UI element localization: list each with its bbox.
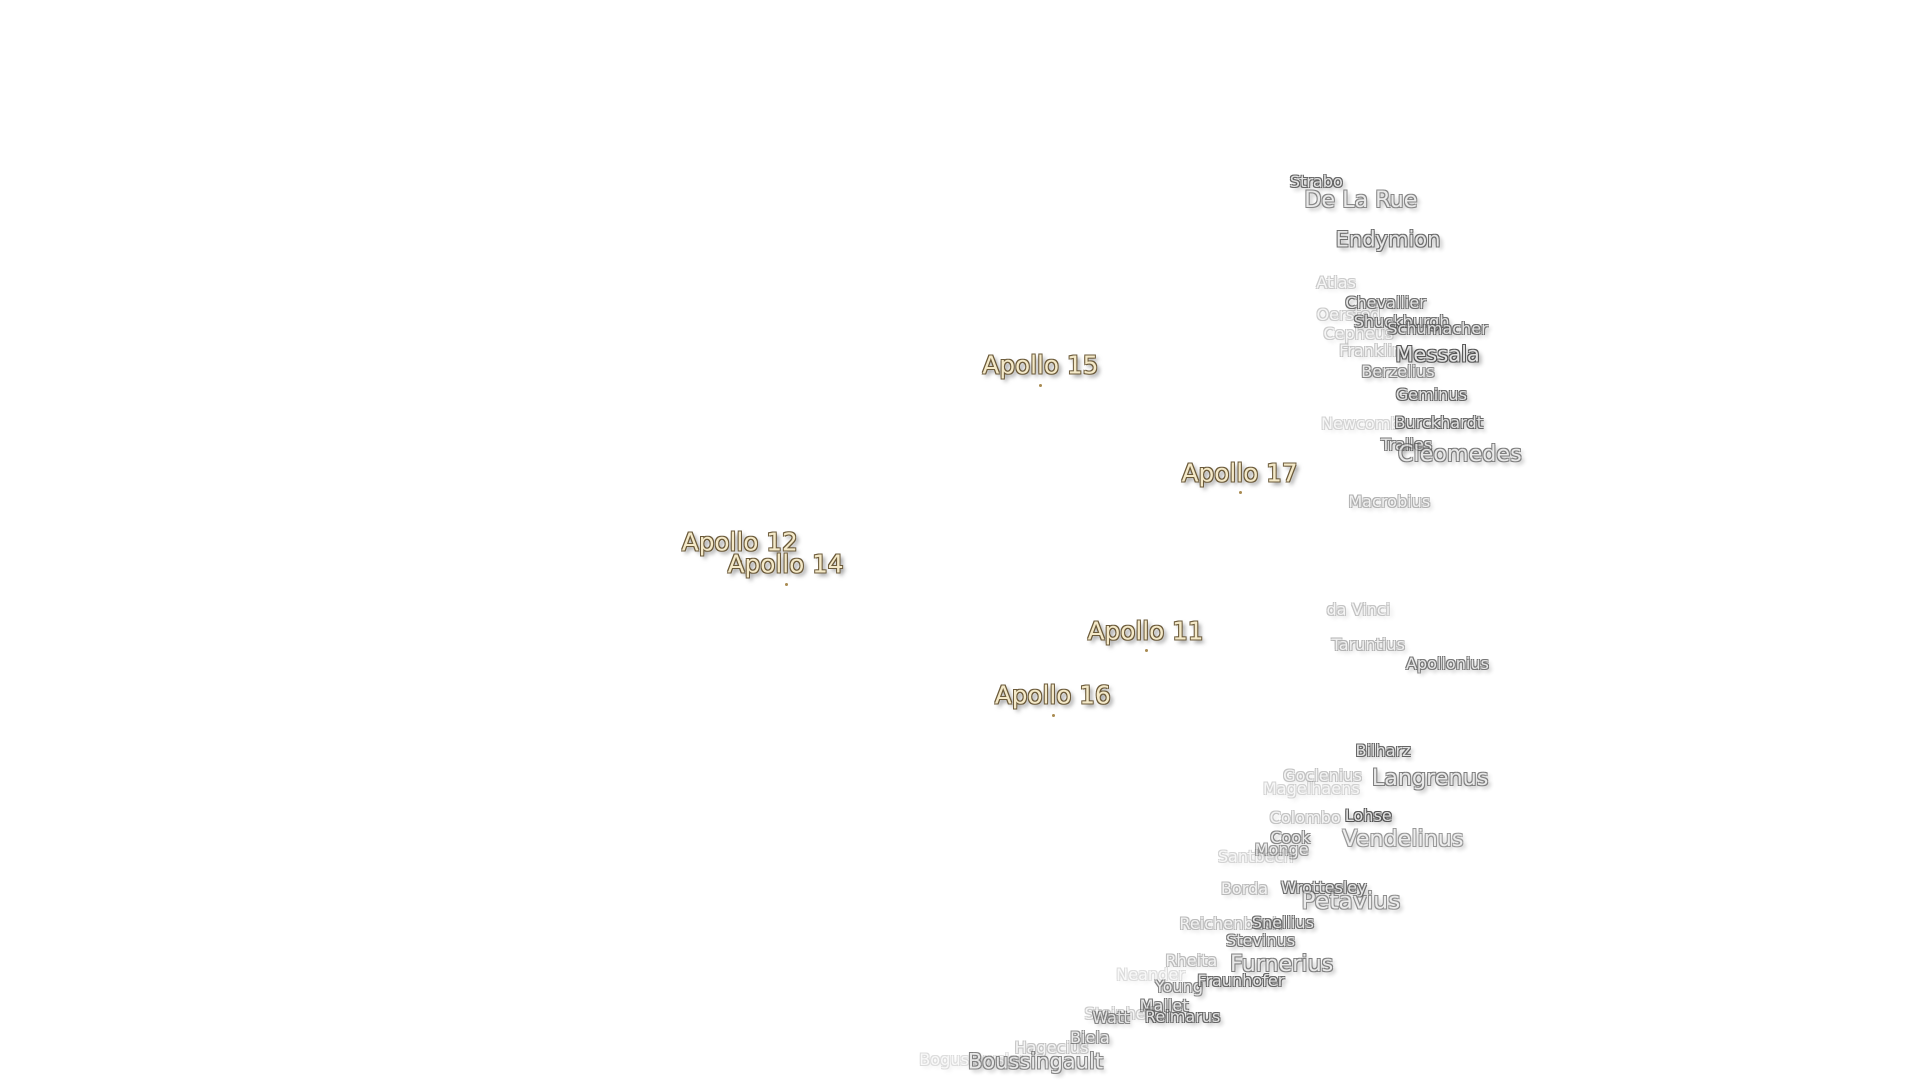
site-marker: [784, 582, 788, 586]
crater-label: Shuckburgh: [1353, 311, 1450, 331]
crater-label: Cook: [1270, 827, 1311, 847]
crater-label: Taruntius: [1331, 634, 1405, 654]
crater-label: Young: [1154, 977, 1204, 997]
crater-label: Rheita: [1165, 951, 1218, 971]
crater-label: Goclenius: [1283, 765, 1362, 785]
crater-label: Wrottesley: [1280, 878, 1367, 898]
site-marker: [1051, 713, 1055, 717]
crater-label: Apollonius: [1405, 654, 1489, 674]
crater-label: Chevallier: [1345, 293, 1426, 313]
crater-label: Boussingault: [967, 1048, 1104, 1074]
apollo-site-label: Apollo 17: [1181, 458, 1298, 488]
crater-label: Berzelius: [1361, 362, 1435, 382]
apollo-site-label: Apollo 15: [982, 350, 1099, 380]
crater-label: Macrobius: [1348, 492, 1431, 512]
crater-label: Snellius: [1251, 912, 1315, 932]
crater-label: Oersted: [1316, 305, 1381, 325]
crater-label: Vendelinus: [1342, 825, 1464, 852]
apollo-site-label: Apollo 11: [1087, 616, 1204, 646]
apollo-site-label: Apollo 14: [727, 549, 844, 579]
crater-label: Hagecius: [1014, 1037, 1089, 1057]
crater-label: Newcomb: [1321, 414, 1401, 434]
crater-label: Boguslawsky: [919, 1050, 1023, 1070]
crater-label: Atlas: [1316, 273, 1356, 293]
crater-label: Burckhardt: [1394, 413, 1484, 433]
crater-label: Geminus: [1395, 384, 1467, 404]
crater-label: Reichenbach: [1179, 914, 1283, 934]
crater-label: Furnerius: [1230, 950, 1334, 977]
crater-label: Mallet: [1139, 995, 1189, 1015]
crater-label: Stevinus: [1226, 931, 1296, 951]
crater-label: Santbech: [1217, 847, 1294, 867]
crater-label: Neander: [1116, 964, 1185, 984]
crater-label: Petavius: [1301, 885, 1401, 914]
crater-label: Schumacher: [1387, 319, 1488, 339]
apollo-site-label: Apollo 16: [994, 681, 1111, 711]
crater-label: Reimarus: [1144, 1006, 1221, 1026]
crater-label: Biela: [1070, 1027, 1110, 1047]
crater-label: Tralles: [1381, 435, 1433, 455]
crater-label: Messala: [1395, 341, 1480, 367]
crater-label: Lohse: [1344, 806, 1392, 826]
crater-label: Borda: [1220, 879, 1269, 899]
crater-label: Steinheil: [1084, 1004, 1155, 1024]
crater-label: Endymion: [1335, 226, 1441, 252]
crater-label: da Vinci: [1326, 599, 1391, 619]
crater-label: Franklin: [1339, 341, 1403, 361]
site-marker: [1144, 649, 1148, 653]
apollo-site-label: Apollo 12: [681, 527, 798, 557]
crater-label: Cleomedes: [1397, 440, 1522, 467]
crater-label: Cepheus: [1323, 323, 1394, 343]
crater-label: Strabo: [1289, 171, 1343, 191]
site-marker: [738, 560, 742, 564]
crater-label: Bilharz: [1355, 740, 1411, 760]
crater-label: Fraunhofer: [1197, 970, 1285, 990]
crater-label: Colombo: [1269, 807, 1341, 827]
site-marker: [1039, 383, 1043, 387]
crater-label: Langrenus: [1371, 765, 1489, 792]
site-marker: [1238, 491, 1242, 495]
crater-label: Watt: [1092, 1008, 1130, 1028]
crater-label: Monge: [1254, 839, 1309, 859]
crater-label: Magelhaens: [1262, 779, 1360, 799]
crater-label: De La Rue: [1304, 187, 1418, 214]
